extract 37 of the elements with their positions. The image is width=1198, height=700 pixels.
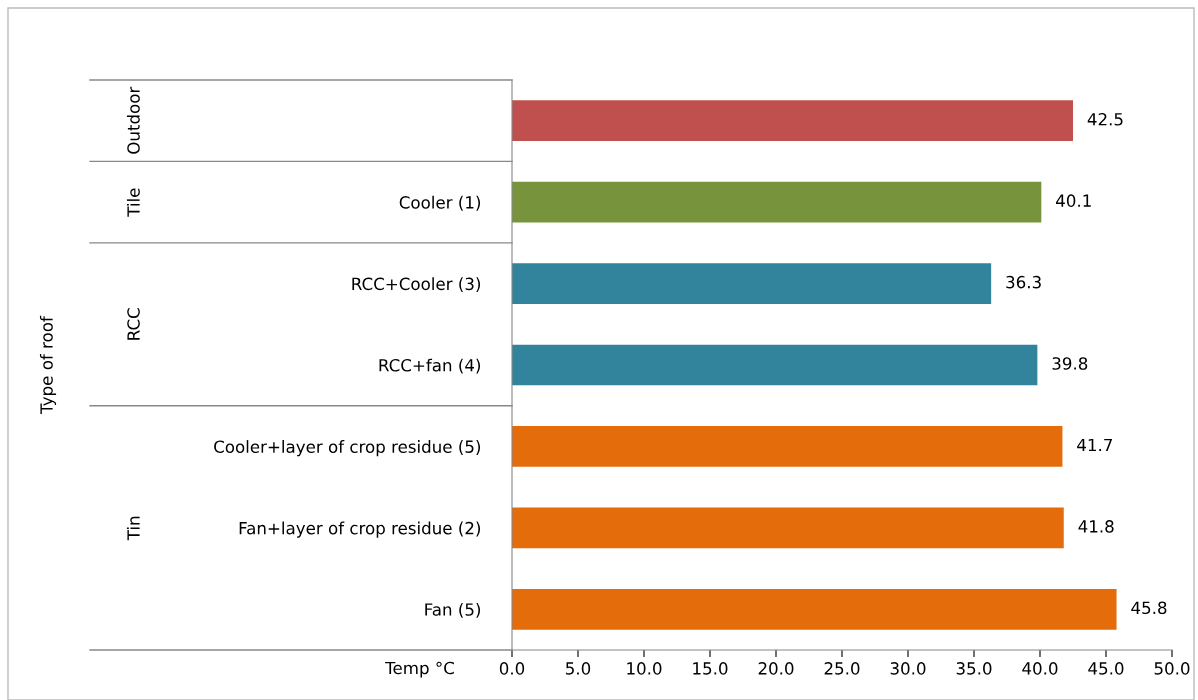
text: Outdoor bbox=[126, 86, 140, 154]
y-tick-label: RCC+fan (4) bbox=[379, 358, 481, 374]
x-tick-label: 5.0 bbox=[566, 662, 591, 675]
text: Tile bbox=[126, 188, 140, 217]
y-tick-label: Cooler (1) bbox=[399, 195, 481, 211]
data-label: 39.8 bbox=[1052, 357, 1088, 370]
y-tick-label: Fan (5) bbox=[425, 602, 481, 618]
x-tick-label: 25.0 bbox=[824, 662, 860, 675]
data-label: 42.5 bbox=[1087, 112, 1123, 126]
x-tick-label: 50.0 bbox=[1154, 662, 1190, 675]
bar bbox=[512, 263, 992, 304]
x-tick-label: 35.0 bbox=[956, 662, 992, 675]
x-tick-label: 15.0 bbox=[693, 662, 728, 675]
bar bbox=[512, 426, 1063, 467]
y-tick-label: Fan+layer of crop residue (2) bbox=[239, 521, 481, 538]
data-label: 41.8 bbox=[1078, 520, 1114, 533]
data-label: 40.1 bbox=[1056, 194, 1091, 207]
data-label: 41.7 bbox=[1077, 438, 1113, 452]
x-tick-label: 40.0 bbox=[1022, 662, 1058, 675]
x-tick-label: 10.0 bbox=[627, 662, 662, 675]
y-tick-label: RCC+Cooler (3) bbox=[352, 277, 481, 293]
x-axis-title: Temp °C bbox=[385, 661, 454, 678]
text: Type of roof bbox=[39, 315, 57, 414]
bar bbox=[512, 100, 1073, 142]
bar bbox=[512, 507, 1064, 549]
bar bbox=[512, 344, 1038, 386]
text: Tin bbox=[126, 516, 140, 541]
bar bbox=[512, 588, 1117, 630]
x-tick-label: 0.0 bbox=[499, 662, 525, 675]
x-tick-label: 45.0 bbox=[1088, 662, 1124, 675]
x-tick-label: 30.0 bbox=[890, 662, 926, 675]
text: RCC bbox=[127, 308, 140, 340]
x-tick-label: 20.0 bbox=[758, 662, 794, 675]
data-label: 45.8 bbox=[1131, 601, 1167, 615]
y-tick-label: Cooler+layer of crop residue (5) bbox=[214, 440, 481, 457]
data-label: 36.3 bbox=[1006, 275, 1041, 289]
bar bbox=[512, 181, 1042, 223]
